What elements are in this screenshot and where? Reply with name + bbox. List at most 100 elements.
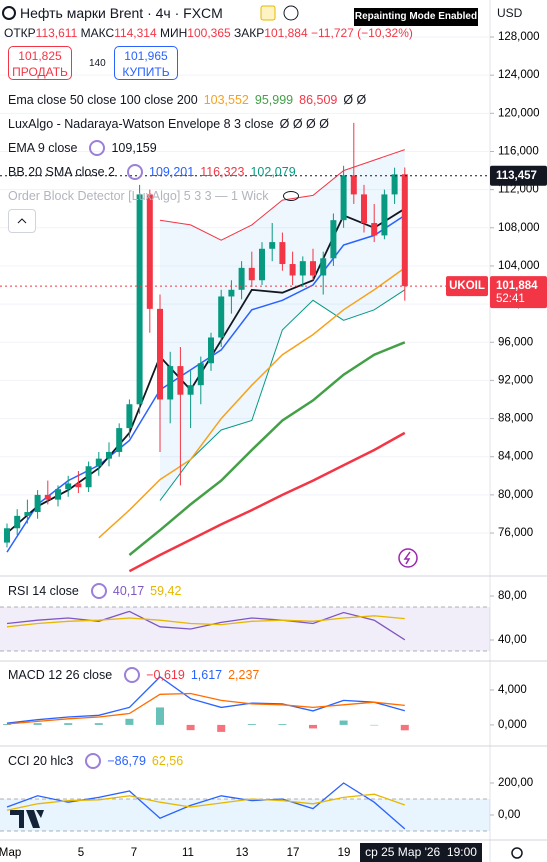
settings-icon[interactable] xyxy=(511,847,523,859)
indicator-line xyxy=(6,793,406,811)
candle-body xyxy=(330,220,337,259)
price-label: 101,884 xyxy=(496,280,538,292)
candle-body xyxy=(44,494,51,500)
histogram-bar xyxy=(247,724,256,725)
indicator-line xyxy=(98,267,406,539)
symbol-title[interactable]: Нефть марки Brent · 4ч · FXCM xyxy=(20,5,223,21)
indicator-name: LuxAlgo - Nadaraya-Watson Envelope 8 3 c… xyxy=(8,117,274,131)
y-tick-label: 80,000 xyxy=(498,489,533,501)
pane-value: −0,619 xyxy=(146,668,185,682)
y-tick-label: 120,000 xyxy=(498,107,540,119)
candle-body xyxy=(299,261,306,276)
ohlc-value: 100,365 xyxy=(187,26,231,40)
candle-body xyxy=(401,174,408,287)
pane-value: 62,56 xyxy=(151,754,184,768)
tv-logo[interactable] xyxy=(10,810,44,828)
x-tick-label: 5 xyxy=(78,847,84,859)
candle-body xyxy=(34,494,41,513)
price-label: 113,457 xyxy=(496,170,537,182)
pane-title: RSI 14 close xyxy=(8,584,79,598)
indicator-value: 86,509 xyxy=(299,93,338,107)
histogram-bar xyxy=(125,718,134,725)
indicator-line xyxy=(6,214,406,553)
currency[interactable]: USD xyxy=(497,6,523,20)
candle-body xyxy=(24,512,31,516)
candle-body xyxy=(289,264,296,276)
y-tick-label: 96,000 xyxy=(498,336,533,348)
ohlc-label: МАКС xyxy=(80,26,115,40)
indicator-row: Order Block Detector [LuxAlgo] 5 3 3 — 1… xyxy=(8,186,305,206)
ohlc-label: МИН xyxy=(160,26,188,40)
ohlc-row: ОТКР113,611 МАКС114,314 МИН100,365 ЗАКР1… xyxy=(4,26,413,40)
ohlc-change: −11,727 (−10,32%) xyxy=(311,26,413,40)
candle-body xyxy=(248,267,255,281)
indicator-value: 103,552 xyxy=(203,93,249,107)
histogram-bar xyxy=(370,724,379,726)
histogram-bar xyxy=(309,724,317,729)
x-tick-label: 19 xyxy=(338,847,351,859)
candle-body xyxy=(197,363,204,386)
candle-body xyxy=(228,289,235,297)
buy-price: 101,965 xyxy=(124,49,168,63)
symbol-label: UKOIL xyxy=(449,280,485,292)
candle-body xyxy=(381,194,388,236)
pane-value: 1,617 xyxy=(190,668,223,682)
histogram-bar xyxy=(64,723,73,725)
pane-legend: CCI 20 hlc3 −86,79 62,56 xyxy=(8,751,189,771)
y-tick-label: 88,000 xyxy=(498,413,533,425)
pane-title: MACD 12 26 close xyxy=(8,668,113,682)
ohlc-label: ОТКР xyxy=(4,26,36,40)
candle-body xyxy=(14,515,21,529)
collapse-button[interactable] xyxy=(8,209,36,233)
ohlc-value: 114,314 xyxy=(114,26,157,40)
indicator-flags: Ø Ø xyxy=(343,93,367,107)
eye-icon xyxy=(282,191,299,201)
candle-body xyxy=(391,174,398,195)
crosshair-date: ср 25 Мар '26 xyxy=(365,845,441,859)
y-tick-label: 116,000 xyxy=(498,146,539,158)
price-label-box xyxy=(490,276,547,309)
candle-body xyxy=(75,483,82,488)
sell-button[interactable]: 101,825 ПРОДАТЬ xyxy=(8,46,72,80)
indicator-icon xyxy=(89,140,106,156)
candle-body xyxy=(238,267,245,290)
alert-icon[interactable] xyxy=(398,548,418,568)
indicator-name: Ema close 50 close 100 close 200 xyxy=(8,93,198,107)
indicator-value: 102,079 xyxy=(250,165,296,179)
histogram-bar xyxy=(33,723,42,725)
y-tick-label: 76,000 xyxy=(498,527,533,539)
indicator-line xyxy=(6,676,405,724)
buy-label: КУПИТЬ xyxy=(122,65,170,79)
indicator-row: Ema close 50 close 100 close 200 103,552 9… xyxy=(8,90,372,110)
sell-price: 101,825 xyxy=(18,49,62,63)
y-tick-label: 128,000 xyxy=(498,31,540,43)
y-tick-label: 92,000 xyxy=(498,374,533,386)
candle-body xyxy=(167,366,174,400)
candle-body xyxy=(136,194,143,405)
indicator-icon xyxy=(124,667,141,683)
candle-body xyxy=(126,404,133,429)
indicator-value: 95,999 xyxy=(254,93,294,107)
histogram-bar xyxy=(3,724,11,725)
indicator-value: 109,201 xyxy=(149,165,195,179)
candle-body xyxy=(259,248,265,281)
histogram-bar xyxy=(400,724,409,731)
buy-button[interactable]: 101,965 КУПИТЬ xyxy=(114,46,178,80)
candle-body xyxy=(310,261,316,276)
indicator-icon xyxy=(85,753,102,769)
histogram-bar xyxy=(339,720,348,725)
indicator-line xyxy=(6,615,405,628)
crosshair-hour: 19:00 xyxy=(446,845,477,859)
candle-body xyxy=(279,242,286,265)
x-tick-label: 13 xyxy=(236,847,249,859)
sell-label: ПРОДАТЬ xyxy=(12,65,68,79)
histogram-bar xyxy=(217,724,226,732)
indicator-flags: Ø Ø Ø Ø xyxy=(279,117,329,131)
y-tick-label: 0,000 xyxy=(498,719,527,731)
candle-body xyxy=(350,175,357,195)
pane-value: −86,79 xyxy=(107,754,146,768)
candle-body xyxy=(95,458,102,467)
x-tick-label: 11 xyxy=(182,847,194,859)
crosshair-time: ср 25 Мар '26 19:00 xyxy=(360,843,482,862)
candle-body xyxy=(65,483,72,490)
